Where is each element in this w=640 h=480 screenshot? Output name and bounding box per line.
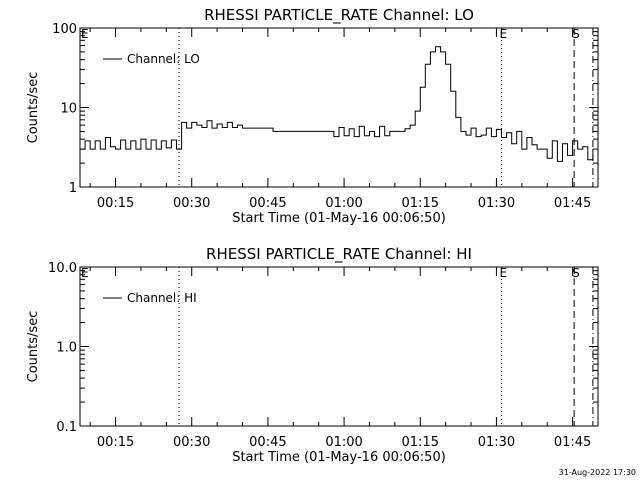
chart-panel-hi: RHESSI PARTICLE_RATE Channel: HI 00:15 00:… [26,245,599,465]
x-tick-label: 00:45 [249,435,286,450]
y-axis-label: Counts/sec [26,72,41,144]
event-marker-label: E [500,27,508,41]
y-tick-label: 10 [60,102,77,117]
x-tick-label: 00:30 [173,435,210,450]
event-marker-label: E [81,27,89,41]
legend-label: Channel: HI [127,291,197,305]
x-tick-label: 01:00 [325,435,362,450]
chart-panel-lo: RHESSI PARTICLE_RATE Channel: LO 00:15 00:… [26,6,599,226]
y-tick-label: 1.0 [56,341,77,356]
x-axis-label: Start Time (01-May-16 00:06:50) [232,211,446,226]
x-tick-label: 01:15 [402,196,439,211]
x-tick-label: 01:45 [554,435,591,450]
x-tick-label: 00:30 [173,196,210,211]
y-tick-label: 100 [52,22,77,37]
x-tick-label: 01:00 [325,196,362,211]
x-tick-label: 01:15 [402,435,439,450]
x-axis-label: Start Time (01-May-16 00:06:50) [232,450,446,465]
x-tick-label: 01:45 [554,196,591,211]
x-tick-label: 00:15 [97,196,134,211]
legend-label: Channel: LO [127,52,200,66]
x-tick-label: 01:30 [478,435,515,450]
x-tick-label: 00:45 [249,196,286,211]
y-tick-label: 10.0 [48,261,77,276]
event-marker-label: S [572,27,580,41]
series-line-lo [80,46,594,162]
event-marker-label: S [572,266,580,280]
y-axis-label: Counts/sec [26,311,41,383]
y-tick-label: 0.1 [56,420,77,435]
footer-timestamp: 31-Aug-2022 17:30 [559,468,636,477]
event-marker-label: E [81,266,89,280]
x-tick-label: 00:15 [97,435,134,450]
chart-title: RHESSI PARTICLE_RATE Channel: LO [204,6,474,25]
chart-title: RHESSI PARTICLE_RATE Channel: HI [206,245,472,264]
x-tick-label: 01:30 [478,196,515,211]
y-tick-label: 1 [69,181,77,196]
event-marker-label: E [500,266,508,280]
